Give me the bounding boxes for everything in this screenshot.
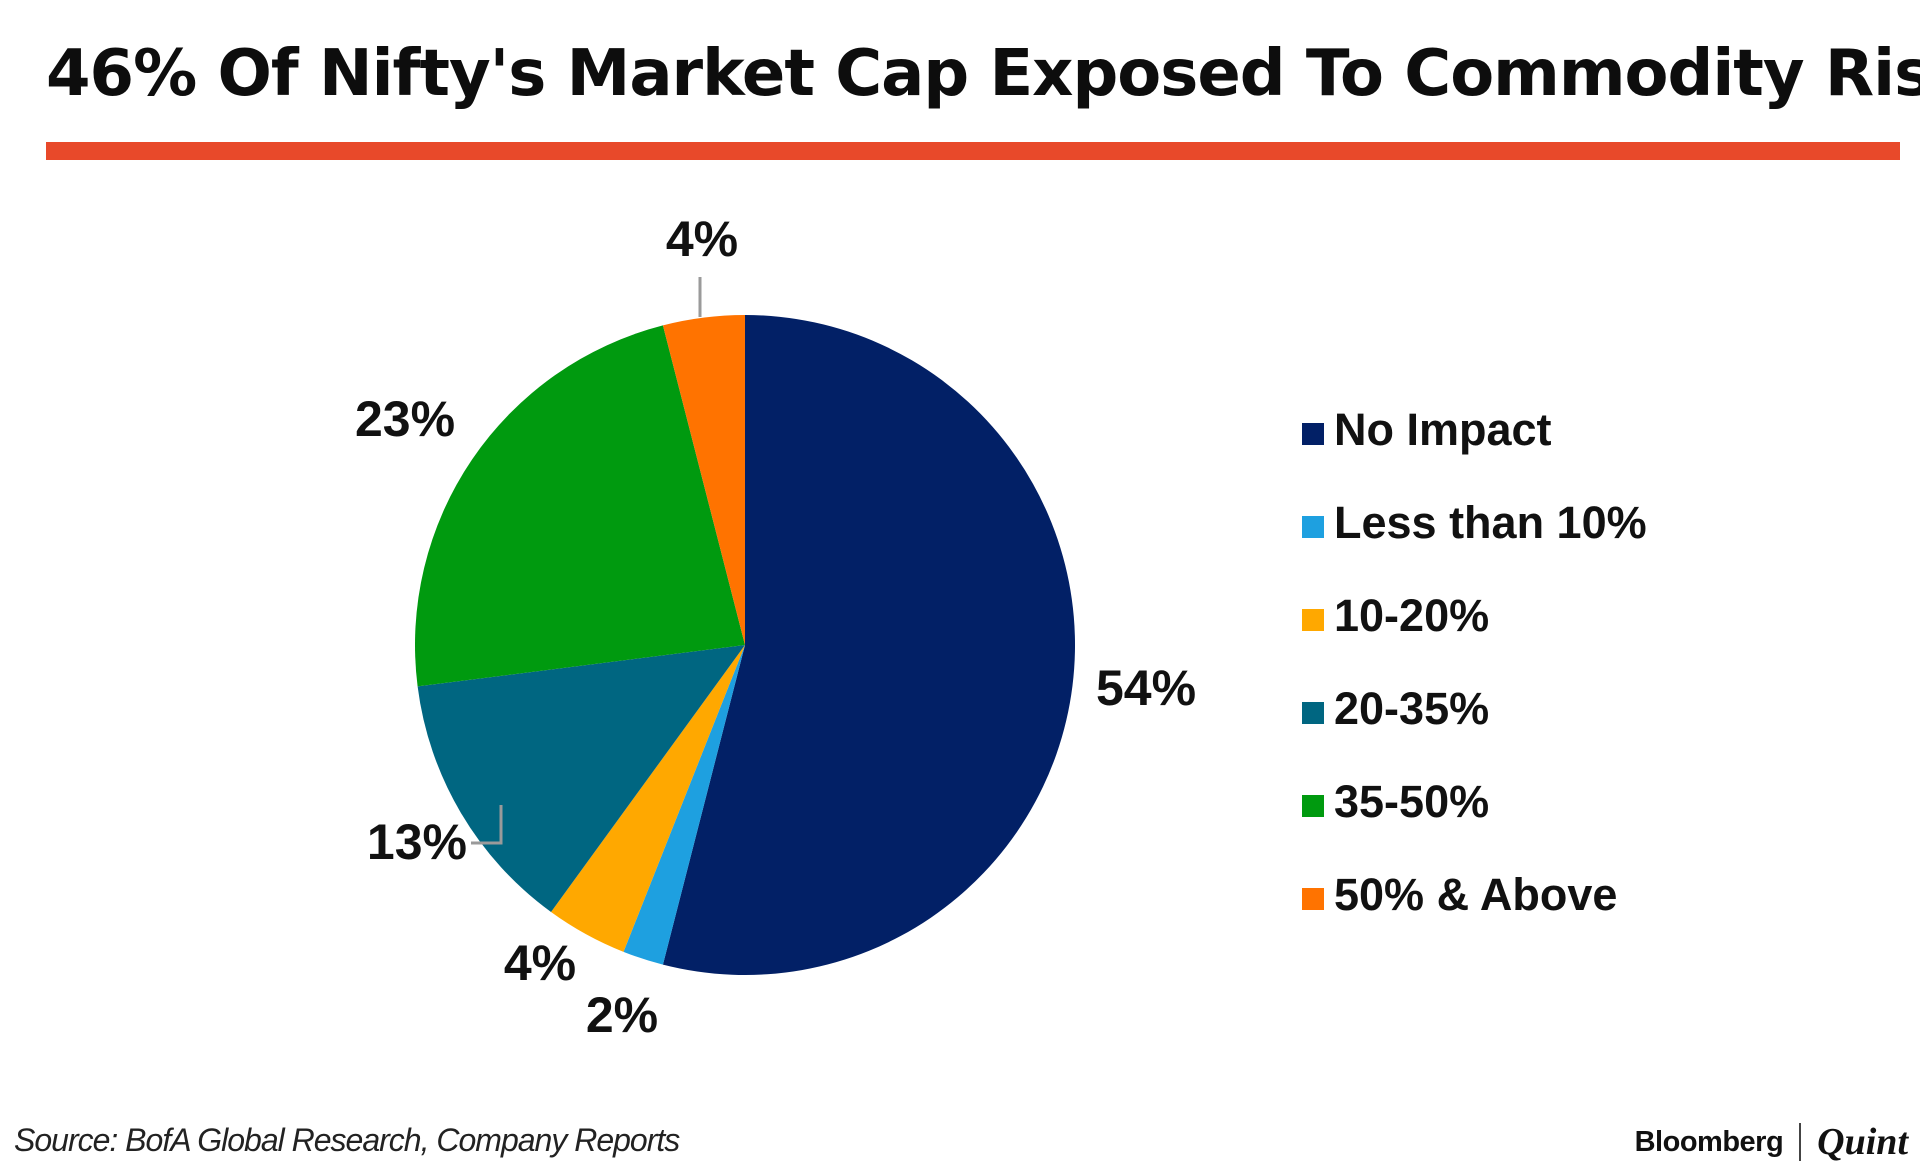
pie-slice-10-20	[551, 645, 745, 952]
legend-label: 20-35%	[1334, 682, 1490, 734]
leader-line-20-35	[471, 805, 503, 845]
legend-label: Less than 10%	[1334, 496, 1647, 548]
legend-item-no-impact: No Impact	[1302, 383, 1862, 476]
pie-slices	[414, 315, 1076, 976]
legend-item-35-50: 35-50%	[1302, 755, 1862, 848]
leader-lines	[471, 277, 702, 845]
legend-swatch	[1302, 608, 1324, 631]
legend-swatch	[1302, 794, 1324, 817]
legend-swatch	[1302, 887, 1324, 910]
pie-slice-50-and-above	[662, 315, 745, 645]
legend-label: 35-50%	[1334, 775, 1490, 827]
data-label-less-than-10: 2%	[586, 987, 658, 1043]
legend: No Impact Less than 10% 10-20% 20-35% 35-50%…	[1302, 383, 1862, 941]
data-label-20-35: 13%	[367, 814, 467, 870]
legend-item-less-than-10: Less than 10%	[1302, 476, 1862, 569]
legend-item-10-20: 10-20%	[1302, 569, 1862, 662]
data-label-35-50: 23%	[355, 391, 455, 447]
legend-label: No Impact	[1334, 403, 1552, 455]
source-note: Source: BofA Global Research, Company Re…	[14, 1122, 680, 1158]
legend-swatch	[1302, 515, 1324, 538]
legend-swatch	[1302, 701, 1324, 724]
data-labels: 54%2%4%13%23%4%	[355, 211, 1196, 1043]
data-label-no-impact: 54%	[1096, 660, 1196, 716]
pie-slice-no-impact	[662, 315, 1076, 976]
quint-wordmark: Quint	[1817, 1121, 1908, 1163]
brand-logo: Bloomberg Quint	[1635, 1120, 1908, 1164]
data-label-10-20: 4%	[504, 935, 576, 991]
bloomberg-wordmark: Bloomberg	[1634, 1125, 1784, 1158]
pie-slice-20-35	[417, 645, 745, 912]
chart-title: 46% Of Nifty's Market Cap Exposed To Com…	[46, 37, 1920, 111]
brand-divider	[1799, 1123, 1802, 1161]
data-label-50-and-above: 4%	[666, 211, 738, 267]
legend-label: 10-20%	[1334, 589, 1490, 641]
legend-item-20-35: 20-35%	[1302, 662, 1862, 755]
legend-label: 50% & Above	[1334, 868, 1618, 920]
title-underline	[46, 142, 1900, 160]
pie-slice-35-50	[414, 325, 745, 687]
legend-item-50-and-above: 50% & Above	[1302, 848, 1862, 941]
pie-slice-less-than-10	[623, 645, 745, 965]
legend-swatch	[1302, 422, 1324, 445]
